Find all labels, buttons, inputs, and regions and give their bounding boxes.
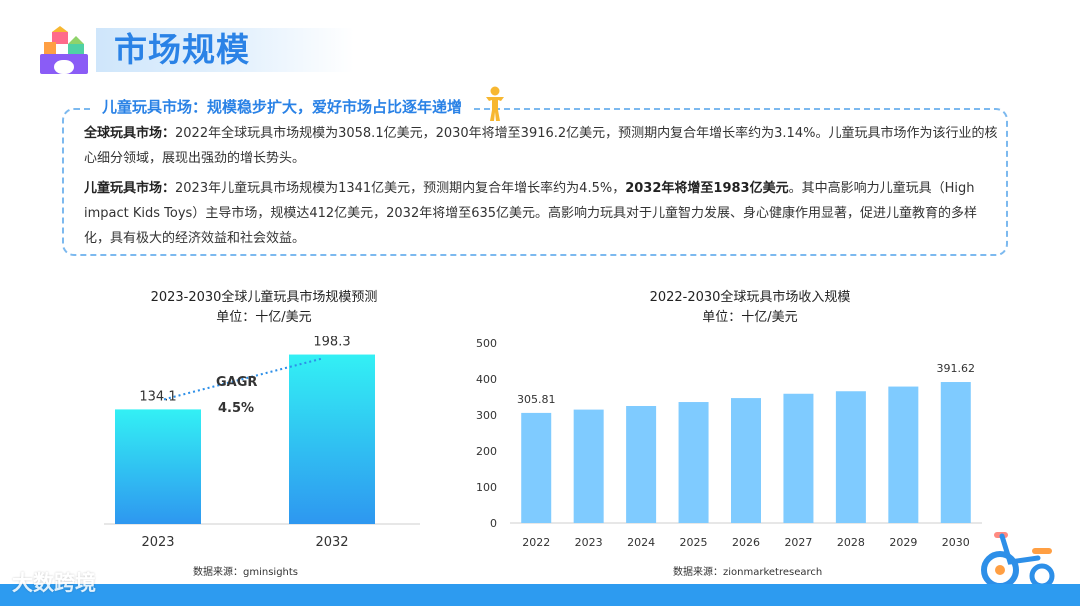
tricycle-icon [978, 526, 1060, 590]
right-tick-label-2023: 2023 [575, 536, 603, 549]
global-market-label: 全球玩具市场： [84, 126, 176, 141]
right-tick-label-2029: 2029 [889, 536, 917, 549]
right-tick-label-2024: 2024 [627, 536, 655, 549]
child-figure-icon [483, 86, 507, 122]
right-bar-2027 [783, 393, 814, 523]
left-value-label-2032: 198.3 [313, 336, 350, 350]
summary-box [62, 108, 1008, 256]
summary-heading: 儿童玩具市场：规模稳步扩大，爱好市场占比逐年递增 [102, 98, 463, 116]
right-bar-2029 [888, 386, 919, 523]
title-band [96, 28, 354, 72]
watermark: 大数跨境 [12, 571, 96, 595]
left-bar-2032 [289, 354, 375, 524]
cagr-dotted-line [163, 357, 323, 401]
right-tick-label-2030: 2030 [942, 536, 970, 549]
right-y-tick-0: 0 [490, 517, 497, 530]
right-value-label-2022: 305.81 [517, 393, 556, 406]
right-bar-chart: 0 100 200 300 400 500 305.81 2022 2023 2024 2025 20… [476, 337, 982, 549]
left-bar-2023 [115, 409, 201, 524]
right-tick-label-2028: 2028 [837, 536, 865, 549]
page-title: 市场规模 [114, 30, 250, 69]
right-chart-subtitle: 单位：十亿/美元 [702, 310, 798, 325]
global-market-paragraph: 全球玩具市场：2022年全球玩具市场规模为3058.1亿美元，2030年将增至3… [84, 121, 1000, 171]
left-bar-chart: 134.1 2023 198.3 2032 GAGR 4.5% [104, 336, 420, 550]
right-y-tick-500: 500 [476, 337, 497, 350]
right-tick-label-2027: 2027 [784, 536, 812, 549]
right-tick-label-2022: 2022 [522, 536, 550, 549]
left-value-label-2023: 134.1 [139, 389, 176, 404]
right-bar-2023 [573, 409, 604, 523]
right-y-tick-400: 400 [476, 373, 497, 386]
right-y-tick-200: 200 [476, 445, 497, 458]
right-bar-2025 [678, 402, 709, 523]
left-chart-subtitle: 单位：十亿/美元 [216, 310, 312, 325]
kids-market-text-b: 。其中高影响力儿童玩具（High impact Kids Toys）主导市场，规… [84, 181, 978, 246]
right-bar-2022 [521, 412, 552, 523]
left-chart-source: 数据来源：gminsights [193, 567, 299, 578]
right-y-tick-300: 300 [476, 409, 497, 422]
summary-heading-wrap: 儿童玩具市场：规模稳步扩大，爱好市场占比逐年递增 [92, 94, 473, 120]
right-chart-source: 数据来源：zionmarketresearch [673, 567, 823, 578]
cagr-value: 4.5% [218, 401, 254, 416]
left-chart-title: 2023-2030全球儿童玩具市场规模预测 [150, 290, 378, 305]
right-chart-title: 2022-2030全球玩具市场收入规模 [649, 290, 851, 305]
kids-market-label: 儿童玩具市场： [84, 181, 176, 196]
right-tick-label-2025: 2025 [680, 536, 708, 549]
global-market-text: 2022年全球玩具市场规模为3058.1亿美元，2030年将增至3916.2亿美… [84, 126, 998, 166]
right-bar-2028 [835, 391, 866, 523]
kids-market-paragraph: 儿童玩具市场：2023年儿童玩具市场规模为1341亿美元，预测期内复合年增长率约… [84, 176, 1000, 251]
kids-market-highlight: 2032年将增至1983亿美元 [625, 181, 789, 196]
toy-blocks-icon [38, 26, 96, 76]
left-tick-label-2023: 2023 [141, 535, 174, 550]
right-y-tick-100: 100 [476, 481, 497, 494]
right-bar-2030 [940, 382, 971, 523]
right-value-label-2030: 391.62 [937, 362, 976, 375]
right-bar-2024 [626, 406, 657, 523]
left-tick-label-2032: 2032 [315, 535, 348, 550]
right-bar-2026 [731, 398, 761, 523]
cagr-label: GAGR [216, 375, 257, 390]
kids-market-text-a: 2023年儿童玩具市场规模为1341亿美元，预测期内复合年增长率约为4.5%， [175, 181, 626, 196]
right-tick-label-2026: 2026 [732, 536, 760, 549]
footer-bar [0, 584, 1080, 606]
